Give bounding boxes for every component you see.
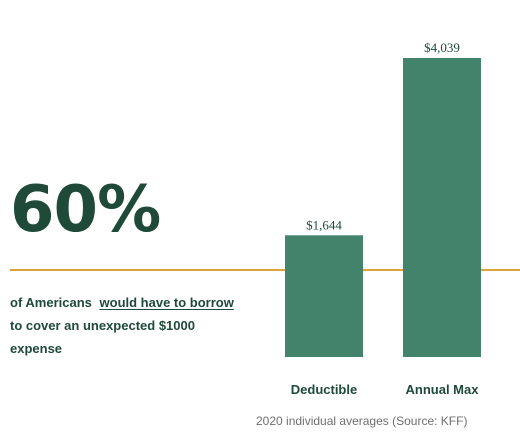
- caption-prefix: of Americans: [10, 295, 92, 310]
- value-label: $1,644: [306, 217, 342, 232]
- caption-line-2: to cover an unexpected $1000: [10, 318, 195, 333]
- bar-deductible: [285, 235, 363, 357]
- stat-caption: of Americans would have to borrow to cov…: [10, 291, 250, 360]
- accent-divider: [10, 269, 520, 271]
- category-label: Deductible: [291, 382, 357, 397]
- caption-line-1: of Americans would have to borrow: [10, 291, 250, 314]
- bar-annual-max: [403, 58, 481, 357]
- headline-stat: 60%: [10, 173, 161, 247]
- borrow-link[interactable]: would have to borrow: [99, 295, 234, 310]
- value-label: $4,039: [424, 40, 460, 55]
- chart-source: 2020 individual averages (Source: KFF): [256, 414, 468, 428]
- category-label: Annual Max: [406, 382, 480, 397]
- caption-line-3: expense: [10, 341, 63, 356]
